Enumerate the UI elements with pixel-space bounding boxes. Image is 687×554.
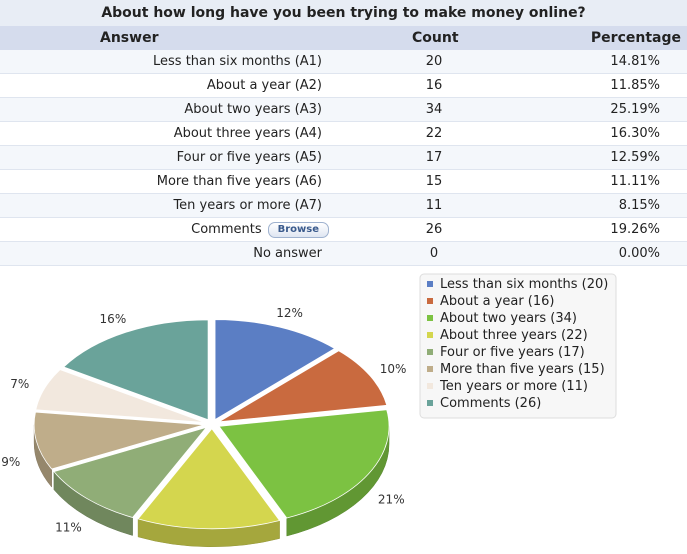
pie-slice [35,369,205,423]
chart-legend: Less than six months (20) About a year (1… [419,273,617,419]
count-cell: 20 [425,54,443,69]
pie-percent-label: 9% [1,455,20,469]
legend-swatch [427,332,433,338]
percentage-cell: 11.11% [610,174,660,189]
count-column-header: Count [412,30,459,46]
pie-percent-label: 7% [10,377,29,391]
legend-swatch [427,281,433,287]
legend-label: About two years (34) [440,311,577,326]
percentage-cell: 11.85% [610,78,660,93]
legend-swatch [427,298,433,304]
pie-slice [218,350,388,423]
legend-swatch [427,349,433,355]
answer-cell: Comments Browse [191,218,329,241]
answer-cell: About a year (A2) [206,78,322,93]
answer-column-header: Answer [100,30,159,46]
percentage-cell: 16.30% [610,126,660,141]
pie-chart: 12%10%21%14%11%9%7%16%Less than six mont… [1,273,617,548]
answer-cell: More than five years (A6) [156,174,322,189]
pie-slice [218,409,390,519]
results-table: Less than six months (A1) 20 14.81% Abou… [0,50,687,266]
legend-swatch [427,383,433,389]
legend-swatch [427,315,433,321]
count-cell: 11 [425,198,443,213]
percentage-cell: 8.15% [618,198,660,213]
table-row: Four or five years (A5) 17 12.59% [0,146,687,170]
count-cell: 16 [425,78,443,93]
chart-area: 12%10%21%14%11%9%7%16%Less than six mont… [0,266,687,550]
legend-label: More than five years (15) [440,362,605,377]
legend-label: Comments (26) [440,396,541,411]
legend-label: About a year (16) [440,294,555,309]
percentage-cell: 14.81% [610,54,660,69]
count-cell: 15 [425,174,443,189]
pie-slice [137,428,281,530]
percentage-column-header: Percentage [590,30,681,46]
pie-slice [62,319,209,421]
answer-cell: No answer [253,246,322,261]
answer-cell: Less than six months (A1) [153,54,322,69]
pie-slice [33,411,205,470]
question-title: About how long have you been trying to m… [0,0,687,26]
percentage-cell: 12.59% [610,150,660,165]
table-row: Ten years or more (A7) 11 8.15% [0,194,687,218]
legend-label: About three years (22) [440,328,588,343]
pie-percent-label: 21% [378,492,405,506]
answer-cell: About two years (A3) [184,102,322,117]
pie-percent-label: 11% [55,520,82,534]
answer-cell: Four or five years (A5) [176,150,322,165]
answer-cell: About three years (A4) [173,126,322,141]
count-cell: 17 [425,150,443,165]
comments-label: Comments [191,222,262,237]
pie-percent-label: 16% [100,312,127,326]
legend-swatch [427,366,433,372]
table-row: About three years (A4) 22 16.30% [0,122,687,146]
pie-side-layer [33,424,390,548]
percentage-cell: 19.26% [610,222,660,237]
legend-label: Four or five years (17) [440,345,585,360]
browse-comments-button[interactable]: Browse [267,221,329,238]
table-row: About two years (A3) 34 25.19% [0,98,687,122]
table-row: Less than six months (A1) 20 14.81% [0,50,687,74]
pie-label-layer: 12%10%21%14%11%9%7%16% [1,306,407,534]
legend-label: Ten years or more (11) [439,379,588,394]
table-header: Answer Count Percentage [0,26,687,51]
percentage-cell: 0.00% [618,246,660,261]
table-row: No answer 0 0.00% [0,242,687,266]
legend-label: Less than six months (20) [440,277,608,292]
table-row: About a year (A2) 16 11.85% [0,74,687,98]
count-cell: 22 [425,126,443,141]
count-cell: 34 [425,102,443,117]
percentage-cell: 25.19% [610,102,660,117]
count-cell: 26 [425,222,443,237]
table-row: More than five years (A6) 15 11.11% [0,170,687,194]
pie-slice [214,319,336,421]
pie-percent-label: 10% [380,362,407,376]
legend-swatch [427,400,433,406]
pie-percent-label: 12% [276,306,303,320]
pie-slice [53,426,208,518]
table-row: Comments Browse 26 19.26% [0,218,687,242]
legend-box [419,273,617,419]
answer-cell: Ten years or more (A7) [173,198,322,213]
pie-top-layer [33,319,390,530]
count-cell: 0 [429,246,439,261]
